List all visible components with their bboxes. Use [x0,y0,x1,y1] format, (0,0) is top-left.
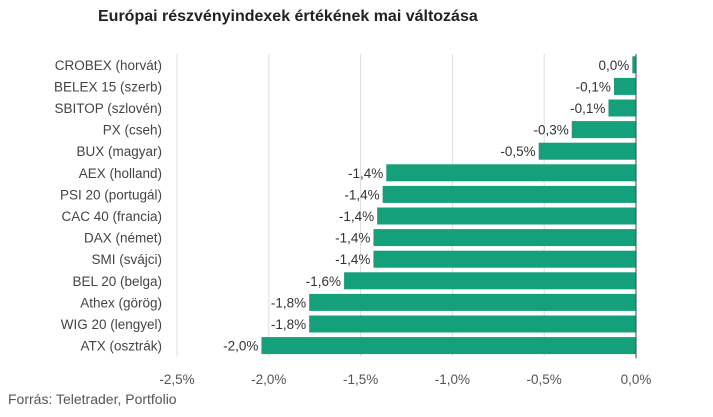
bar [373,250,636,268]
category-label: PX (cseh) [103,123,162,138]
x-tick-label: -2,0% [251,372,286,387]
bar [309,293,636,311]
bar [608,99,636,117]
value-label: -0,1% [570,101,605,116]
x-tick-label: -2,5% [159,372,194,387]
category-label: BELEX 15 (szerb) [54,79,162,94]
value-label: -1,8% [271,317,306,332]
source-note: Forrás: Teletrader, Portfolio [8,391,177,407]
category-label: CROBEX (horvát) [55,58,162,73]
category-label: CAC 40 (francia) [61,209,162,224]
value-label: -0,5% [500,144,535,159]
category-label: SMI (svájci) [92,252,163,267]
x-tick-label: -0,5% [527,372,562,387]
bar [344,272,636,290]
category-label: BUX (magyar) [76,144,162,159]
value-label: -1,4% [335,231,370,246]
value-label: -1,4% [339,209,374,224]
bar [261,337,636,355]
value-label: -1,8% [271,295,306,310]
bar [613,77,636,95]
chart-title: Európai részvényindexek értékének mai vá… [98,8,478,25]
bar [309,315,636,333]
value-label: -0,3% [533,123,568,138]
category-label: BEL 20 (belga) [72,274,162,289]
value-label: -2,0% [223,339,258,354]
x-tick-label: -1,0% [435,372,470,387]
category-label: PSI 20 (portugál) [60,187,162,202]
value-label: -1,4% [335,252,370,267]
value-label: -0,1% [576,79,611,94]
x-tick-label: 0,0% [621,372,652,387]
category-label: SBITOP (szlovén) [54,101,162,116]
category-label: Athex (görög) [80,295,162,310]
category-label: ATX (osztrák) [80,339,162,354]
value-label: -1,4% [344,187,379,202]
bar [386,164,636,182]
category-label: DAX (német) [84,231,162,246]
bar [632,56,636,74]
bar [382,185,636,203]
value-label: -1,4% [348,166,383,181]
value-label: 0,0% [599,58,630,73]
bar [377,207,636,225]
category-label: WIG 20 (lengyel) [61,317,162,332]
x-tick-label: -1,5% [343,372,378,387]
bar [538,142,636,160]
value-label: -1,6% [306,274,341,289]
bar [373,229,636,247]
category-label: AEX (holland) [79,166,162,181]
bar [571,121,636,139]
